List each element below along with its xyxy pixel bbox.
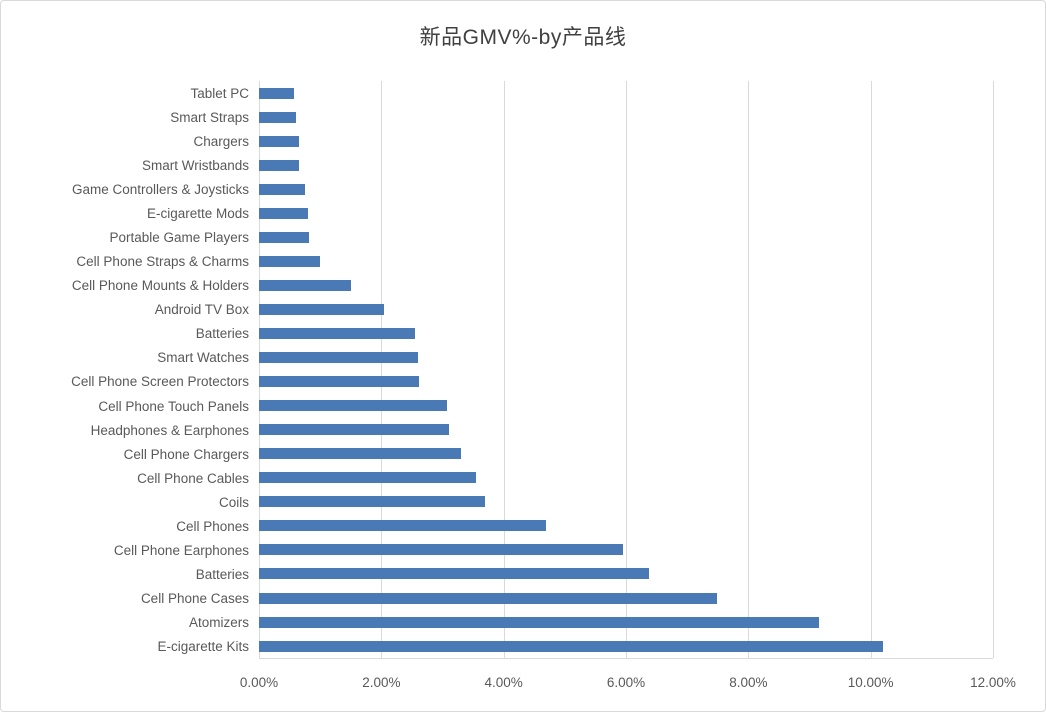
gridline <box>993 81 994 658</box>
plot-area <box>259 81 994 659</box>
category-label: Chargers <box>193 133 249 149</box>
bar-row <box>259 249 993 273</box>
bar <box>259 255 321 267</box>
gridline <box>503 81 505 658</box>
bar <box>259 592 717 604</box>
bar <box>259 520 547 532</box>
category-label: Cell Phone Cables <box>137 470 249 486</box>
category-label: Smart Wristbands <box>141 157 249 173</box>
category-label: Cell Phone Cases <box>140 591 249 607</box>
bar <box>259 207 308 219</box>
bar-row <box>259 538 993 562</box>
gridline <box>870 81 872 658</box>
category-label: E-cigarette Mods <box>146 205 249 221</box>
category-label: Cell Phones <box>176 518 249 534</box>
bar <box>259 472 477 484</box>
category-label: Cell Phone Screen Protectors <box>71 374 249 390</box>
bar-row <box>259 610 993 634</box>
category-label: Tablet PC <box>190 85 249 101</box>
bar-row <box>259 370 993 394</box>
value-axis: 0.00% 2.00% 4.00% 6.00% 8.00% 10.00% 12.00% <box>240 673 1016 693</box>
category-label: Atomizers <box>188 615 249 631</box>
category-label: Cell Phone Straps & Charms <box>76 254 249 270</box>
bar <box>259 327 415 339</box>
bars-layer <box>259 81 993 658</box>
x-tick-label: 8.00% <box>729 675 768 690</box>
bar-row <box>259 442 993 466</box>
bar-row <box>259 490 993 514</box>
bar <box>259 231 310 243</box>
bar-row <box>259 466 993 490</box>
bar-row <box>259 394 993 418</box>
category-label: Smart Straps <box>170 109 249 125</box>
category-label: Batteries <box>195 567 249 583</box>
bar-row <box>259 321 993 345</box>
category-label: Cell Phone Chargers <box>123 446 249 462</box>
category-label: Batteries <box>195 326 249 342</box>
bar-row <box>259 586 993 610</box>
chart-title: 新品GMV%-by产品线 <box>419 26 627 49</box>
bar-row <box>259 153 993 177</box>
bar <box>259 400 448 412</box>
bar-row <box>259 346 993 370</box>
category-label: Cell Phone Mounts & Holders <box>71 278 249 294</box>
gridline-layer <box>259 81 994 658</box>
category-label: E-cigarette Kits <box>157 639 249 655</box>
bar <box>259 640 883 652</box>
bar-row <box>259 514 993 538</box>
bar <box>259 111 296 123</box>
bar <box>259 279 351 291</box>
bar-row <box>259 562 993 586</box>
bar-row <box>259 273 993 297</box>
bar <box>259 496 486 508</box>
category-label: Portable Game Players <box>109 230 249 245</box>
x-tick-label: 12.00% <box>970 675 1016 690</box>
plot-region: Tablet PC Smart Straps Chargers Smart Wrist… <box>17 81 994 659</box>
category-label: Coils <box>218 494 249 510</box>
category-label: Cell Phone Earphones <box>113 543 249 559</box>
bar-row <box>259 177 993 201</box>
bar <box>259 159 300 171</box>
bar <box>259 303 385 315</box>
x-tick-label: 4.00% <box>484 675 523 690</box>
bar <box>259 87 294 99</box>
bar <box>259 544 623 556</box>
bar-row <box>259 225 993 249</box>
bar-row <box>259 81 993 105</box>
bar-row <box>259 105 993 129</box>
bar-row <box>259 634 993 658</box>
gridline <box>626 81 627 658</box>
bar <box>259 183 305 195</box>
bar-row <box>259 297 993 321</box>
bar <box>259 448 461 460</box>
x-tick-label: 0.00% <box>239 675 279 690</box>
bar <box>259 376 420 388</box>
bar <box>259 568 650 580</box>
x-tick-label: 6.00% <box>606 675 646 690</box>
bar <box>259 424 449 436</box>
bar <box>259 352 419 364</box>
category-label: Cell Phone Touch Panels <box>98 398 249 414</box>
bar <box>259 616 819 628</box>
category-axis: Tablet PC Smart Straps Chargers Smart Wrist… <box>17 81 259 659</box>
x-tick-label: 2.00% <box>362 675 401 690</box>
category-label: Game Controllers & Joysticks <box>71 181 249 197</box>
gridline <box>381 81 383 658</box>
bar-row <box>259 418 993 442</box>
bar <box>259 135 299 147</box>
bar-row <box>259 129 993 153</box>
category-label: Smart Watches <box>157 350 249 366</box>
gridline <box>748 81 750 658</box>
bar-row <box>259 201 993 225</box>
category-label: Android TV Box <box>154 302 249 318</box>
x-tick-label: 10.00% <box>847 675 894 690</box>
category-label: Headphones & Earphones <box>90 422 249 438</box>
gridline <box>259 81 260 658</box>
